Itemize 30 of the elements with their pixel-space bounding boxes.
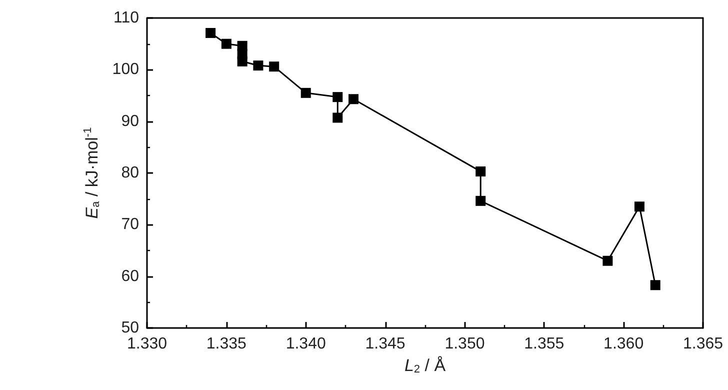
point <box>206 28 216 38</box>
y-tick-label: 70 <box>121 216 140 234</box>
x-tick-label: 1.330 <box>126 336 168 352</box>
y-tick-label: 80 <box>121 164 140 182</box>
point <box>602 256 613 266</box>
point <box>476 166 486 176</box>
x-tick-label: 1.360 <box>604 336 644 352</box>
y-tick-label: 60 <box>121 268 140 285</box>
x-tick-label: 1.365 <box>682 336 724 352</box>
point <box>332 112 343 123</box>
point <box>476 196 486 206</box>
y-tick-label: 50 <box>121 320 140 336</box>
point <box>650 280 660 290</box>
point <box>269 62 280 72</box>
y-tick-label: 90 <box>121 112 140 130</box>
y-axis-title: Ea / kJ·mol-1 <box>82 127 102 219</box>
point <box>253 60 264 71</box>
point <box>332 92 343 102</box>
x-tick-label: 1.350 <box>444 336 485 352</box>
x-tick-label: 1.340 <box>286 336 326 352</box>
point <box>348 94 359 104</box>
point <box>300 88 311 98</box>
point <box>221 38 232 49</box>
point <box>237 56 248 66</box>
x-tick-label: 1.335 <box>206 336 247 352</box>
x-tick-label: 1.355 <box>524 336 564 352</box>
point <box>634 202 644 212</box>
x-tick-label: 1.345 <box>365 336 406 352</box>
y-tick-label: 100 <box>112 61 140 78</box>
y-tick-label: 110 <box>113 10 140 26</box>
